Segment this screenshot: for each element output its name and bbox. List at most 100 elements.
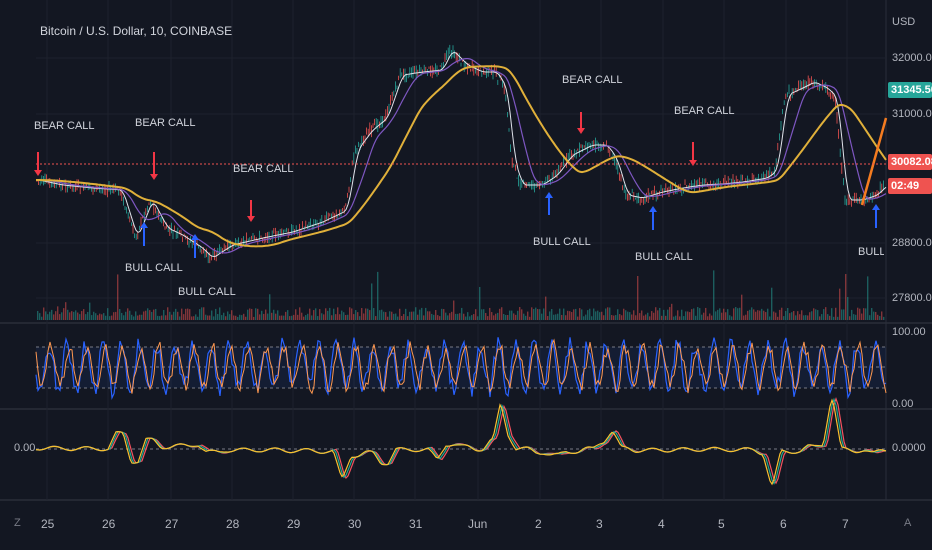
volume-bar	[511, 310, 513, 320]
volume-bar	[249, 308, 251, 320]
volume-bar	[215, 308, 217, 320]
volume-bar	[499, 308, 501, 320]
volume-bar	[299, 307, 301, 320]
volume-bar	[745, 314, 747, 320]
volume-bar	[271, 312, 273, 320]
volume-bar	[397, 316, 399, 320]
volume-bar	[55, 311, 57, 320]
auto-scale-button[interactable]: A	[904, 517, 912, 529]
volume-bar	[573, 309, 575, 320]
volume-bar	[531, 307, 533, 320]
volume-bar	[589, 308, 591, 320]
volume-bar	[577, 316, 579, 320]
volume-bar	[567, 310, 569, 320]
symbol-title[interactable]: Bitcoin / U.S. Dollar, 10, COINBASE	[40, 24, 233, 38]
volume-bar	[759, 310, 761, 320]
volume-bar	[131, 314, 133, 320]
volume-bar	[659, 307, 661, 320]
time-label: 31	[409, 517, 423, 531]
volume-bar	[627, 311, 629, 320]
volume-bar	[255, 308, 257, 320]
volume-bar	[651, 311, 653, 320]
time-label: 2	[535, 517, 542, 531]
volume-bar	[621, 315, 623, 320]
volume-bar	[517, 310, 519, 320]
volume-bar	[311, 315, 313, 320]
volume-bar	[523, 313, 525, 320]
volume-bar	[737, 308, 739, 320]
volume-bar	[143, 311, 145, 320]
volume-bar	[797, 311, 799, 320]
volume-bar	[221, 315, 223, 320]
volume-bar	[757, 310, 759, 320]
volume-bar	[211, 310, 213, 320]
volume-bar	[341, 310, 343, 320]
volume-bar	[459, 313, 461, 320]
volume-bar	[329, 307, 331, 320]
volume-bar	[767, 308, 769, 320]
volume-bar	[123, 315, 125, 320]
volume-bar	[593, 308, 595, 320]
volume-bar	[343, 312, 345, 320]
volume-bar	[805, 315, 807, 320]
momentum-oscillator-pane	[35, 396, 887, 486]
volume-bar	[689, 312, 691, 320]
volume-bar	[495, 313, 497, 320]
volume-bar	[333, 308, 335, 320]
momentum-line-green	[35, 397, 887, 485]
scale-mode-button[interactable]: Z	[14, 517, 21, 529]
volume-bar	[309, 308, 311, 320]
volume-bar	[645, 314, 647, 320]
volume-bar	[505, 314, 507, 320]
time-label: 29	[287, 517, 301, 531]
volume-bar	[379, 310, 381, 320]
volume-bar	[615, 315, 617, 320]
volume-bar	[825, 307, 827, 320]
volume-bar	[473, 314, 475, 320]
volume-bar	[155, 308, 157, 320]
last-price-tag: 31345.50	[888, 82, 932, 98]
volume-bar	[625, 310, 627, 320]
bull-call-label: BULL CALL	[858, 246, 884, 258]
volume-bar	[393, 313, 395, 320]
volume-bar	[301, 312, 303, 320]
volume-bar	[717, 309, 719, 320]
volume-bar	[509, 310, 511, 320]
bear-arrow-icon	[34, 170, 42, 176]
volume-bar	[189, 309, 191, 320]
fast-moving-average	[35, 51, 887, 258]
volume-bar	[281, 315, 283, 320]
volume-bar	[489, 307, 491, 320]
volume-bar	[181, 308, 183, 320]
volume-bar	[453, 300, 455, 320]
volume-bar	[739, 307, 741, 320]
bull-call-label: BULL CALL	[635, 251, 693, 263]
stochastic-oscillator-pane	[35, 336, 887, 401]
volume-bar	[851, 309, 853, 320]
volume-bar	[821, 314, 823, 320]
volume-bar	[115, 311, 117, 320]
volume-bar	[743, 315, 745, 320]
volume-bar	[663, 309, 665, 320]
volume-bar	[81, 311, 83, 320]
volume-bar	[791, 312, 793, 320]
volume-bar	[809, 312, 811, 320]
volume-bar	[347, 314, 349, 320]
volume-bar	[327, 310, 329, 320]
volume-bar	[629, 312, 631, 320]
volume-bar	[231, 310, 233, 320]
volume-bar	[79, 314, 81, 320]
volume-bar	[467, 312, 469, 320]
volume-bar	[83, 309, 85, 320]
volume-bar	[339, 314, 341, 320]
volume-bar	[305, 315, 307, 320]
volume-bar	[779, 309, 781, 320]
volume-bar	[725, 312, 727, 320]
current-price-tag: 30082.08	[888, 154, 932, 170]
volume-bar	[675, 315, 677, 320]
volume-bar	[435, 309, 437, 320]
volume-bar	[787, 307, 789, 320]
volume-bar	[47, 314, 49, 320]
signal-arrows	[34, 112, 880, 258]
